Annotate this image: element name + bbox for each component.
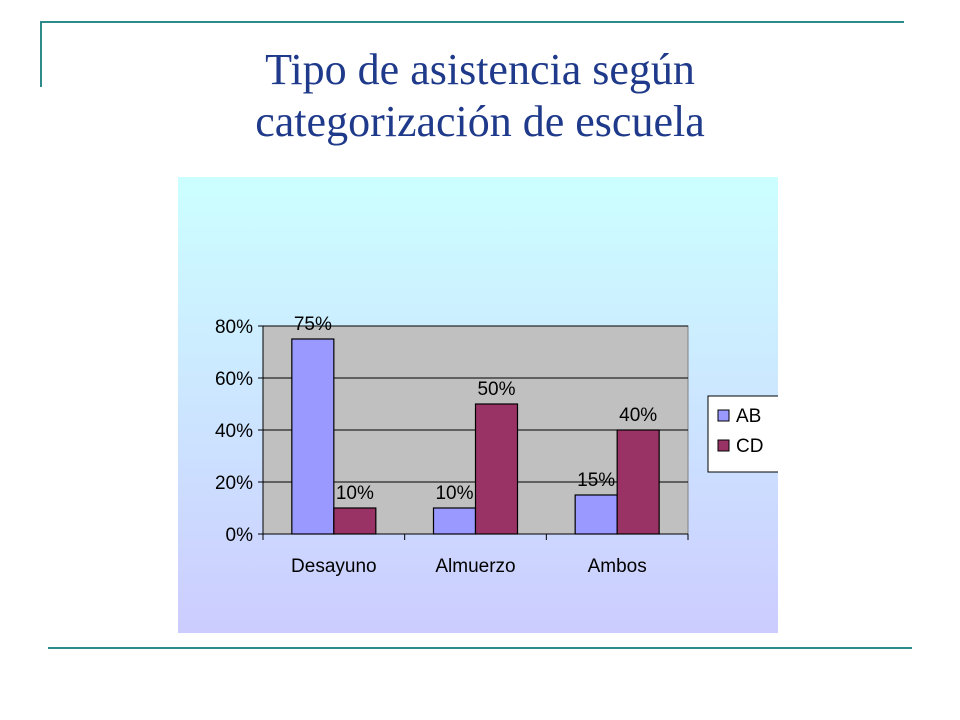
data-label: 75%: [294, 314, 332, 335]
title-line-1: Tipo de asistencia según: [265, 45, 695, 94]
legend-label-ab: AB: [736, 406, 761, 427]
legend-swatch-cd: [717, 439, 730, 452]
legend-label-cd: CD: [736, 436, 763, 457]
y-tick-label: 0%: [226, 525, 254, 546]
bottom-rule: [48, 647, 912, 649]
legend-box: [707, 395, 778, 473]
data-label: 10%: [336, 483, 374, 504]
category-label: Ambos: [588, 556, 647, 577]
bar-ab: [574, 494, 618, 535]
bar-cd: [333, 507, 377, 535]
y-tick-label: 80%: [215, 317, 253, 338]
bar-ab: [291, 338, 335, 535]
bar-ab: [432, 507, 477, 535]
y-tick-label: 20%: [215, 473, 253, 494]
top-rule: [40, 21, 904, 23]
chart-panel: 0% 20% 40% 60% 80% 75% 10% Desayuno 10% 50% Almuer…: [178, 177, 778, 633]
title-line-2: categorización de escuela: [255, 97, 705, 146]
legend-swatch-ab: [717, 409, 730, 422]
data-label: 15%: [577, 470, 615, 491]
y-tick-label: 40%: [215, 421, 253, 442]
bar-cd: [474, 403, 519, 535]
y-tick-label: 60%: [215, 369, 253, 390]
data-label: 10%: [435, 483, 473, 504]
bar-cd: [616, 429, 660, 535]
slide-title: Tipo de asistencia según categorización …: [120, 44, 840, 148]
left-rule: [40, 21, 42, 87]
data-label: 50%: [477, 379, 515, 400]
category-label: Desayuno: [291, 556, 377, 577]
category-label: Almuerzo: [435, 556, 515, 577]
data-label: 40%: [619, 405, 657, 426]
bar-chart: 0% 20% 40% 60% 80% 75% 10% Desayuno 10% 50% Almuer…: [215, 314, 778, 577]
